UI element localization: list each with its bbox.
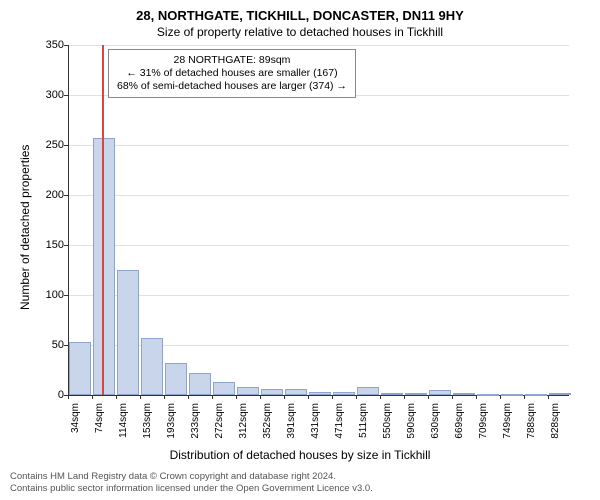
xtick-label: 511sqm [358, 403, 369, 443]
ytick-label: 250 [46, 139, 64, 151]
xtick-label: 431sqm [310, 403, 321, 443]
ytick-mark [64, 145, 68, 146]
xtick-mark [92, 395, 93, 399]
ytick-mark [64, 195, 68, 196]
chart-title: 28, NORTHGATE, TICKHILL, DONCASTER, DN11… [0, 8, 600, 23]
xtick-label: 669sqm [454, 403, 465, 443]
gridline [69, 145, 569, 146]
xtick-mark [356, 395, 357, 399]
bar [237, 387, 259, 395]
x-axis-label: Distribution of detached houses by size … [0, 448, 600, 462]
footer-line-1: Contains HM Land Registry data © Crown c… [10, 471, 336, 482]
ytick-mark [64, 295, 68, 296]
xtick-mark [476, 395, 477, 399]
xtick-mark [140, 395, 141, 399]
xtick-mark [500, 395, 501, 399]
gridline [69, 45, 569, 46]
bar [309, 392, 331, 395]
xtick-label: 471sqm [334, 403, 345, 443]
bar [477, 394, 499, 396]
ytick-label: 50 [52, 339, 64, 351]
ytick-label: 200 [46, 189, 64, 201]
xtick-label: 788sqm [526, 403, 537, 443]
xtick-mark [260, 395, 261, 399]
annotation-box: 28 NORTHGATE: 89sqm← 31% of detached hou… [108, 49, 356, 98]
xtick-label: 153sqm [142, 403, 153, 443]
bar [525, 394, 547, 396]
bar [381, 393, 403, 395]
xtick-mark [308, 395, 309, 399]
xtick-mark [380, 395, 381, 399]
xtick-label: 312sqm [238, 403, 249, 443]
xtick-mark [212, 395, 213, 399]
chart-container: 28, NORTHGATE, TICKHILL, DONCASTER, DN11… [0, 0, 600, 500]
xtick-mark [548, 395, 549, 399]
marker-line [102, 45, 104, 395]
bar [189, 373, 211, 395]
chart-subtitle: Size of property relative to detached ho… [0, 25, 600, 39]
xtick-mark [524, 395, 525, 399]
bar [93, 138, 115, 395]
xtick-mark [428, 395, 429, 399]
bar [333, 392, 355, 395]
xtick-label: 828sqm [550, 403, 561, 443]
bar [69, 342, 91, 395]
ytick-mark [64, 45, 68, 46]
bar [261, 389, 283, 395]
ytick-label: 100 [46, 289, 64, 301]
bar [117, 270, 139, 395]
xtick-label: 590sqm [406, 403, 417, 443]
xtick-mark [116, 395, 117, 399]
xtick-mark [452, 395, 453, 399]
xtick-label: 709sqm [478, 403, 489, 443]
ytick-label: 300 [46, 89, 64, 101]
bar [501, 394, 523, 396]
ytick-mark [64, 345, 68, 346]
xtick-label: 272sqm [214, 403, 225, 443]
gridline [69, 295, 569, 296]
ytick-mark [64, 245, 68, 246]
xtick-mark [164, 395, 165, 399]
ytick-mark [64, 95, 68, 96]
xtick-mark [332, 395, 333, 399]
bar [405, 393, 427, 395]
gridline [69, 245, 569, 246]
bar [165, 363, 187, 395]
xtick-label: 34sqm [70, 403, 81, 443]
footer-line-2: Contains public sector information licen… [10, 483, 373, 494]
xtick-mark [68, 395, 69, 399]
xtick-label: 352sqm [262, 403, 273, 443]
bar [141, 338, 163, 395]
xtick-mark [404, 395, 405, 399]
bar [213, 382, 235, 395]
xtick-mark [236, 395, 237, 399]
annotation-line: 28 NORTHGATE: 89sqm [117, 54, 347, 67]
annotation-line: ← 31% of detached houses are smaller (16… [117, 67, 347, 80]
xtick-label: 193sqm [166, 403, 177, 443]
bar [285, 389, 307, 395]
bar [357, 387, 379, 395]
gridline [69, 195, 569, 196]
bar [549, 393, 571, 395]
xtick-label: 630sqm [430, 403, 441, 443]
xtick-label: 749sqm [502, 403, 513, 443]
xtick-mark [284, 395, 285, 399]
xtick-label: 391sqm [286, 403, 297, 443]
bar [453, 393, 475, 395]
xtick-label: 74sqm [94, 403, 105, 443]
ytick-label: 150 [46, 239, 64, 251]
ytick-label: 350 [46, 39, 64, 51]
bar [429, 390, 451, 395]
xtick-label: 233sqm [190, 403, 201, 443]
xtick-label: 550sqm [382, 403, 393, 443]
xtick-label: 114sqm [118, 403, 129, 443]
y-axis-label: Number of detached properties [18, 145, 32, 310]
annotation-line: 68% of semi-detached houses are larger (… [117, 80, 347, 93]
xtick-mark [188, 395, 189, 399]
